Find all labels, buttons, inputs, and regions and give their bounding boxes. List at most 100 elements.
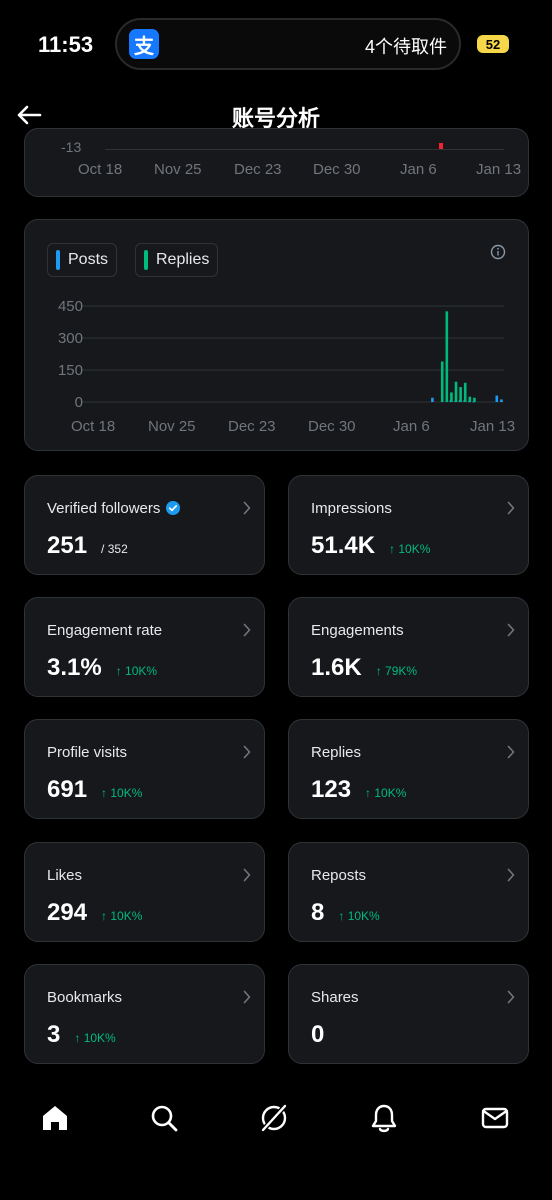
dynamic-island[interactable]: 支 4个待取件 bbox=[115, 18, 461, 70]
home-icon[interactable] bbox=[39, 1102, 71, 1134]
posts-bar bbox=[431, 397, 434, 402]
chevron-right-icon bbox=[243, 990, 251, 1004]
impressions-chart-card: -13 Oct 18 Nov 25 Dec 23 Dec 30 Jan 6 Ja… bbox=[24, 128, 529, 197]
stat-card-impressions[interactable]: Impressions 51.4K ↑ 10K% bbox=[288, 475, 529, 575]
stat-value: 51.4K bbox=[311, 532, 376, 559]
stat-card-engagement-rate[interactable]: Engagement rate 3.1% ↑ 10K% bbox=[24, 597, 265, 697]
stat-value: 123 bbox=[311, 776, 352, 803]
chevron-right-icon bbox=[507, 990, 515, 1004]
y-tick-label: 450 bbox=[58, 298, 83, 315]
stat-change: ↑ 79K% bbox=[375, 664, 418, 678]
x-tick-label: Oct 18 bbox=[71, 418, 115, 435]
search-icon[interactable] bbox=[148, 1102, 180, 1134]
status-time: 11:53 bbox=[38, 32, 94, 57]
replies-bar bbox=[445, 311, 449, 402]
x-tick-label: Oct 18 bbox=[78, 161, 123, 178]
stat-card-verified-followers[interactable]: Verified followers 251 / 352 bbox=[24, 475, 265, 575]
stat-card-reposts[interactable]: Reposts 8 ↑ 10K% bbox=[288, 842, 529, 942]
replies-bar bbox=[450, 392, 453, 402]
posts-bar bbox=[500, 399, 503, 402]
y-tick-label: 300 bbox=[58, 330, 83, 347]
x-tick-label: Dec 30 bbox=[313, 161, 361, 178]
stat-label: Shares bbox=[311, 989, 359, 1006]
stat-value-row: 294 ↑ 10K% bbox=[47, 899, 142, 927]
replies-bar bbox=[473, 397, 476, 402]
stat-value: 3.1% bbox=[47, 654, 102, 681]
x-tick-label: Jan 13 bbox=[476, 161, 522, 178]
stat-value: 251 bbox=[47, 532, 88, 559]
stat-card-profile-visits[interactable]: Profile visits 691 ↑ 10K% bbox=[24, 719, 265, 819]
stat-change: ↑ 10K% bbox=[74, 1031, 116, 1045]
grok-icon[interactable] bbox=[258, 1102, 290, 1134]
x-tick-label: Dec 23 bbox=[234, 161, 282, 178]
stat-value: 691 bbox=[47, 776, 88, 803]
legend-label: Replies bbox=[156, 251, 210, 268]
stat-label-text: Replies bbox=[311, 744, 362, 761]
stat-value: 8 bbox=[311, 899, 325, 926]
chevron-right-icon bbox=[243, 623, 251, 637]
stat-total: / 352 bbox=[101, 542, 128, 556]
legend-label: Posts bbox=[68, 251, 109, 268]
info-icon[interactable] bbox=[490, 244, 506, 260]
stat-card-engagements[interactable]: Engagements 1.6K ↑ 79K% bbox=[288, 597, 529, 697]
stat-value-row: 3 ↑ 10K% bbox=[47, 1021, 116, 1049]
stat-value-row: 8 ↑ 10K% bbox=[311, 899, 380, 927]
x-tick-label: Jan 13 bbox=[470, 418, 515, 435]
stat-value: 0 bbox=[311, 1021, 325, 1048]
stat-value-row: 123 ↑ 10K% bbox=[311, 776, 406, 804]
replies-bar bbox=[468, 396, 472, 402]
stat-card-replies[interactable]: Replies 123 ↑ 10K% bbox=[288, 719, 529, 819]
stat-label-text: Verified followers bbox=[47, 500, 161, 517]
x-tick-label: Nov 25 bbox=[148, 418, 196, 435]
grid-line bbox=[105, 149, 504, 150]
stat-label-text: Bookmarks bbox=[47, 989, 123, 1006]
stat-card-shares[interactable]: Shares 0 bbox=[288, 964, 529, 1064]
y-tick-label: 0 bbox=[75, 394, 83, 411]
stat-label: Engagement rate bbox=[47, 622, 162, 639]
stat-label: Bookmarks bbox=[47, 989, 122, 1006]
stat-value: 294 bbox=[47, 899, 88, 926]
stat-label-text: Engagements bbox=[311, 622, 404, 639]
stat-value-row: 1.6K ↑ 79K% bbox=[311, 654, 417, 682]
x-tick-label: Jan 6 bbox=[393, 418, 430, 435]
messages-icon[interactable] bbox=[479, 1102, 511, 1134]
back-arrow-icon[interactable] bbox=[14, 100, 44, 130]
x-tick-label: Nov 25 bbox=[154, 161, 202, 178]
stat-value-row: 3.1% ↑ 10K% bbox=[47, 654, 157, 682]
chevron-right-icon bbox=[507, 868, 515, 882]
replies-color-swatch bbox=[144, 250, 148, 270]
chevron-right-icon bbox=[243, 868, 251, 882]
stat-label: Reposts bbox=[311, 867, 366, 884]
stat-value-row: 251 / 352 bbox=[47, 532, 128, 560]
stat-value-row: 51.4K ↑ 10K% bbox=[311, 532, 430, 560]
bottom-navigation bbox=[0, 1092, 552, 1148]
stat-change: ↑ 10K% bbox=[365, 786, 407, 800]
posts-bar bbox=[495, 395, 499, 402]
stat-label-text: Reposts bbox=[311, 867, 367, 884]
legend-replies[interactable]: Replies bbox=[135, 243, 219, 277]
chevron-right-icon bbox=[243, 501, 251, 515]
red-marker bbox=[439, 143, 443, 149]
y-tick-label: 150 bbox=[58, 362, 83, 379]
replies-bar bbox=[459, 387, 462, 402]
y-tick-label: -13 bbox=[61, 139, 82, 155]
battery-indicator: 52 bbox=[477, 35, 509, 53]
chevron-right-icon bbox=[507, 745, 515, 759]
stat-value-row: 691 ↑ 10K% bbox=[47, 776, 142, 804]
replies-bar bbox=[463, 382, 467, 402]
posts-replies-chart-card: Posts Replies 450 300 150 0 Oct 18 Nov 25 Dec … bbox=[24, 219, 529, 451]
replies-bar bbox=[440, 361, 444, 402]
stat-card-likes[interactable]: Likes 294 ↑ 10K% bbox=[24, 842, 265, 942]
stat-change: ↑ 10K% bbox=[389, 542, 431, 556]
stat-label: Verified followers bbox=[47, 500, 181, 517]
bar-chart: 450 300 150 0 Oct 18 Nov 25 Dec 23 Dec 30 Jan 6 J… bbox=[58, 298, 515, 435]
stat-change: ↑ 10K% bbox=[101, 909, 143, 923]
stat-label-text: Likes bbox=[47, 867, 83, 884]
alipay-icon: 支 bbox=[129, 29, 159, 59]
legend-posts[interactable]: Posts bbox=[47, 243, 118, 277]
chevron-right-icon bbox=[243, 745, 251, 759]
stat-label: Replies bbox=[311, 744, 361, 761]
stat-change: ↑ 10K% bbox=[338, 909, 380, 923]
notifications-icon[interactable] bbox=[368, 1102, 400, 1134]
stat-card-bookmarks[interactable]: Bookmarks 3 ↑ 10K% bbox=[24, 964, 265, 1064]
